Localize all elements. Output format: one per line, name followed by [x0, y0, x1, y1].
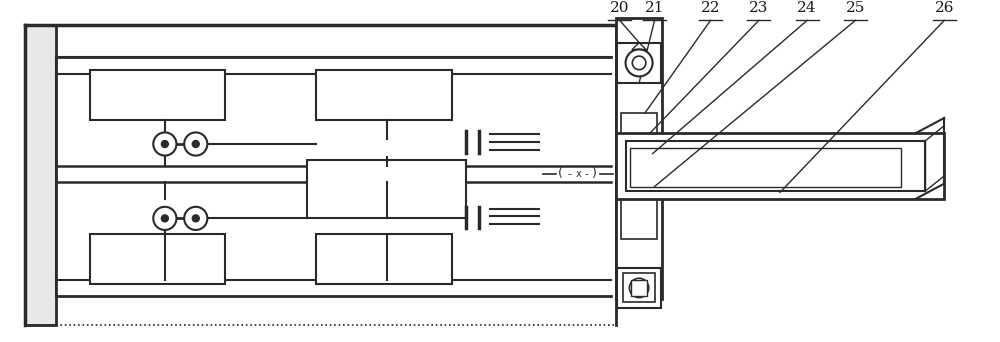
Bar [90, 70, 225, 120]
Text: 24: 24 [797, 1, 817, 15]
Text: 25: 25 [846, 1, 865, 15]
Bar [616, 18, 662, 299]
Bar [626, 141, 925, 191]
Text: 22: 22 [701, 1, 720, 15]
Text: -: - [568, 169, 572, 179]
Bar [25, 25, 56, 325]
Circle shape [161, 215, 168, 222]
Circle shape [184, 132, 207, 156]
Text: 21: 21 [645, 1, 664, 15]
Bar [616, 133, 944, 199]
Circle shape [626, 49, 653, 76]
Text: 20: 20 [610, 1, 630, 15]
Bar [623, 273, 655, 302]
Bar [621, 198, 657, 239]
Bar [307, 160, 466, 219]
Text: (: ( [557, 168, 562, 181]
Bar [316, 234, 452, 284]
Circle shape [184, 207, 207, 230]
Bar [630, 148, 901, 186]
Bar [90, 234, 225, 284]
Circle shape [192, 215, 199, 222]
Circle shape [161, 141, 168, 147]
Text: 23: 23 [749, 1, 769, 15]
Circle shape [153, 207, 176, 230]
Bar [631, 280, 647, 295]
Text: -: - [585, 169, 589, 179]
Text: ): ) [592, 168, 597, 181]
Bar [617, 268, 661, 308]
Text: x: x [575, 169, 581, 179]
Bar [316, 70, 452, 120]
Circle shape [192, 141, 199, 147]
Circle shape [629, 278, 649, 298]
Bar [617, 43, 661, 83]
Text: 26: 26 [935, 1, 954, 15]
Circle shape [632, 56, 646, 70]
Circle shape [153, 132, 176, 156]
Bar [621, 113, 657, 154]
